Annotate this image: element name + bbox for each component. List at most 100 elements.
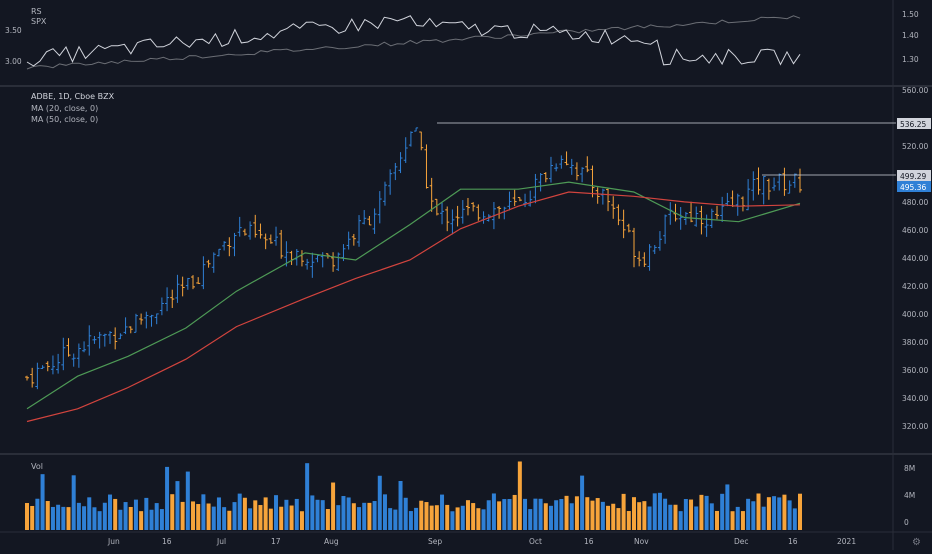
- gear-icon[interactable]: ⚙: [912, 537, 921, 548]
- volume-bar: [689, 499, 694, 530]
- volume-bar: [268, 508, 273, 530]
- volume-bar: [683, 499, 688, 530]
- volume-bar: [419, 500, 424, 530]
- volume-bar: [320, 500, 325, 530]
- volume-bar: [502, 499, 507, 530]
- rs-tick-left: 3.00: [5, 57, 22, 66]
- volume-bar: [372, 501, 377, 530]
- price-tick: 320.00: [902, 422, 928, 431]
- volume-bar: [351, 503, 356, 530]
- volume-bar: [621, 493, 626, 530]
- volume-bar: [714, 510, 719, 530]
- volume-bar: [704, 495, 709, 530]
- price-tick: 360.00: [902, 366, 928, 375]
- ma50-legend[interactable]: MA (50, close, 0): [31, 115, 98, 124]
- volume-bar: [507, 498, 512, 530]
- volume-bar: [97, 511, 102, 530]
- x-tick: Dec: [734, 537, 749, 546]
- volume-bar: [149, 509, 154, 530]
- volume-bar: [782, 494, 787, 530]
- volume-bar: [299, 511, 304, 530]
- price-axis[interactable]: 560.00 520.00 480.00 460.00 440.00 420.0…: [902, 86, 928, 431]
- volume-label[interactable]: Vol: [31, 462, 43, 471]
- volume-bar: [71, 475, 76, 530]
- volume-tick: 4M: [904, 491, 915, 500]
- volume-bar: [735, 506, 740, 530]
- volume-bar: [201, 494, 206, 530]
- volume-bar: [128, 506, 133, 530]
- volume-bar: [512, 494, 517, 530]
- volume-bar: [346, 497, 351, 530]
- volume-bar: [585, 497, 590, 530]
- volume-bar: [642, 501, 647, 530]
- volume-bar: [274, 495, 279, 530]
- volume-bar: [92, 507, 97, 530]
- rs-tick-left: 3.50: [5, 26, 22, 35]
- volume-bar: [730, 511, 735, 530]
- volume-bar: [491, 493, 496, 530]
- price-label-high-bg: [897, 118, 931, 129]
- volume-bar: [253, 500, 258, 530]
- volume-bar: [185, 471, 190, 530]
- volume-bar: [590, 500, 595, 530]
- ma20-line: [26, 181, 801, 410]
- price-tick: 380.00: [902, 338, 928, 347]
- volume-bar: [460, 505, 465, 530]
- volume-bar: [388, 508, 393, 530]
- rs-tick-right: 1.50: [902, 10, 919, 19]
- volume-bar: [377, 475, 382, 530]
- volume-bar: [393, 509, 398, 530]
- price-tick: 560.00: [902, 86, 928, 95]
- volume-bar: [792, 508, 797, 530]
- price-label-current-bg: [897, 181, 931, 192]
- rs-tick-right: 1.30: [902, 55, 919, 64]
- volume-bar: [175, 481, 180, 530]
- x-tick: 16: [788, 537, 798, 546]
- volume-bar: [720, 493, 725, 530]
- volume-bar: [139, 511, 144, 530]
- price-tick: 420.00: [902, 282, 928, 291]
- volume-bar: [232, 502, 237, 530]
- x-tick: 17: [271, 537, 281, 546]
- volume-bar: [196, 504, 201, 530]
- spx-line: [26, 15, 801, 70]
- volume-bar: [647, 506, 652, 530]
- volume-bar: [61, 506, 66, 530]
- volume-bar: [756, 493, 761, 530]
- volume-bar: [30, 505, 35, 530]
- volume-bar: [325, 509, 330, 530]
- volume-bar: [787, 500, 792, 530]
- volume-bar: [56, 504, 61, 530]
- volume-bar: [533, 498, 538, 530]
- rs-pane[interactable]: [26, 15, 801, 70]
- volume-bar: [616, 508, 621, 530]
- volume-bar: [559, 499, 564, 530]
- volume-bar: [445, 504, 450, 530]
- price-pane[interactable]: [25, 127, 802, 423]
- volume-bar: [25, 503, 29, 530]
- price-tick: 400.00: [902, 310, 928, 319]
- price-tick: 520.00: [902, 142, 928, 151]
- volume-tick: 8M: [904, 464, 915, 473]
- price-label-recent-high: 499.29: [900, 172, 926, 181]
- volume-bar: [367, 502, 372, 530]
- volume-bar: [403, 497, 408, 530]
- symbol-legend[interactable]: ADBE, 1D, Cboe BZX: [31, 92, 115, 101]
- volume-pane[interactable]: [25, 461, 802, 530]
- volume-bar: [497, 501, 502, 530]
- volume-bar: [523, 498, 528, 530]
- volume-bar: [611, 503, 616, 530]
- volume-bar: [631, 497, 636, 530]
- volume-bar: [777, 497, 782, 530]
- volume-bar: [294, 498, 299, 530]
- volume-bar: [206, 503, 211, 530]
- volume-bar: [652, 493, 657, 530]
- volume-bar: [626, 511, 631, 530]
- volume-bar: [331, 482, 336, 530]
- price-label-recent-high-bg: [897, 170, 931, 181]
- volume-bar: [165, 466, 170, 530]
- volume-bar: [424, 502, 429, 530]
- ma20-legend[interactable]: MA (20, close, 0): [31, 104, 98, 113]
